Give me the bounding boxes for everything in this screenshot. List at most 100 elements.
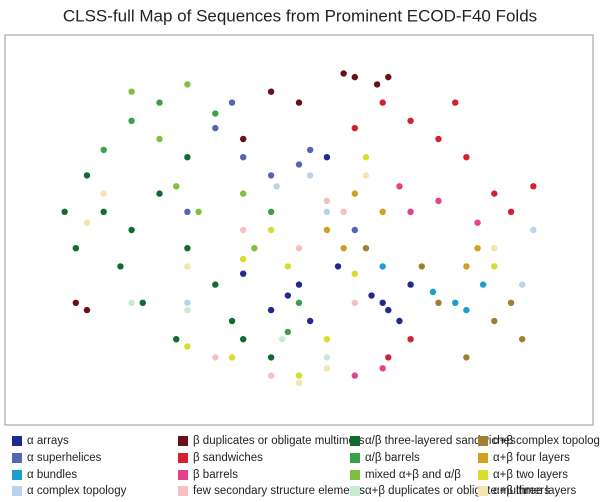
point: [351, 73, 358, 81]
point: [72, 245, 80, 252]
point: [240, 270, 247, 277]
point: [463, 306, 470, 314]
point: [323, 336, 331, 343]
legend-label: α complex topology: [27, 485, 127, 497]
point: [491, 263, 498, 270]
legend-swatch: [12, 436, 22, 446]
point: [240, 154, 247, 161]
point: [128, 299, 135, 306]
point: [184, 343, 191, 350]
point: [267, 226, 275, 234]
point: [284, 292, 292, 299]
point: [463, 154, 470, 161]
legend-swatch: [12, 470, 22, 480]
point: [156, 135, 163, 143]
point: [407, 336, 414, 343]
point: [491, 317, 498, 325]
point: [407, 281, 414, 288]
legend-swatch: [178, 436, 188, 446]
point: [396, 317, 403, 325]
point: [295, 99, 303, 106]
point: [306, 146, 314, 154]
point: [267, 208, 275, 215]
point: [240, 336, 247, 343]
point: [452, 99, 459, 106]
point: [340, 70, 347, 77]
point: [368, 292, 375, 299]
point: [128, 88, 135, 95]
point: [228, 354, 236, 361]
point: [530, 183, 537, 190]
legend-swatch: [178, 453, 188, 463]
legend-label: few secondary structure elements: [193, 485, 365, 497]
point: [295, 379, 303, 387]
point: [491, 190, 498, 197]
point: [362, 154, 370, 161]
point: [240, 135, 247, 143]
legend-swatch: [12, 453, 22, 463]
point: [385, 73, 392, 81]
legend-label: α/β barrels: [365, 452, 420, 464]
legend-label: α+β complex topology: [493, 435, 600, 447]
point: [184, 208, 191, 215]
legend-swatch: [478, 436, 488, 446]
legend-swatch: [350, 486, 360, 496]
point: [212, 281, 219, 288]
point: [184, 245, 191, 252]
legend-swatch: [350, 436, 360, 446]
point: [139, 299, 146, 306]
point: [295, 372, 303, 379]
point: [295, 281, 303, 288]
legend-swatch: [12, 486, 22, 496]
point: [323, 197, 331, 205]
point: [284, 263, 292, 270]
legend-label: α bundles: [27, 469, 77, 481]
legend-label: α+β two layers: [493, 469, 568, 481]
point: [72, 299, 80, 306]
point: [306, 317, 314, 325]
point: [507, 208, 515, 215]
point: [295, 245, 303, 252]
point: [61, 208, 68, 215]
point: [463, 354, 470, 361]
legend-swatch: [178, 486, 188, 496]
plot-frame: [4, 34, 594, 426]
legend-label: α+β duplicates or obligate multimers: [365, 485, 550, 497]
point: [491, 245, 498, 252]
point: [212, 110, 219, 117]
point: [323, 365, 331, 372]
point: [323, 226, 331, 234]
point: [184, 154, 191, 161]
point: [351, 226, 358, 234]
point: [334, 263, 342, 270]
point: [279, 336, 286, 343]
point: [195, 208, 202, 215]
point: [379, 263, 386, 270]
point: [385, 354, 392, 361]
point: [379, 365, 386, 372]
point: [267, 306, 275, 314]
legend-label: α arrays: [27, 435, 69, 447]
point: [100, 208, 107, 215]
point: [267, 172, 275, 179]
point: [351, 190, 358, 197]
point: [295, 299, 303, 306]
point: [362, 172, 370, 179]
point: [479, 281, 487, 288]
point: [251, 245, 258, 252]
legend-label: α superhelices: [27, 452, 102, 464]
point: [351, 372, 358, 379]
chart-title: CLSS-full Map of Sequences from Prominen…: [63, 6, 537, 25]
point: [83, 172, 91, 179]
point: [128, 117, 135, 125]
point: [323, 208, 331, 215]
point: [463, 263, 470, 270]
point: [306, 172, 314, 179]
legend-label: β duplicates or obligate multimers: [193, 435, 365, 447]
legend-label: β barrels: [193, 469, 238, 481]
legend-label: β sandwiches: [193, 452, 263, 464]
point: [100, 190, 107, 197]
legend-swatch: [178, 470, 188, 480]
point: [452, 299, 459, 306]
